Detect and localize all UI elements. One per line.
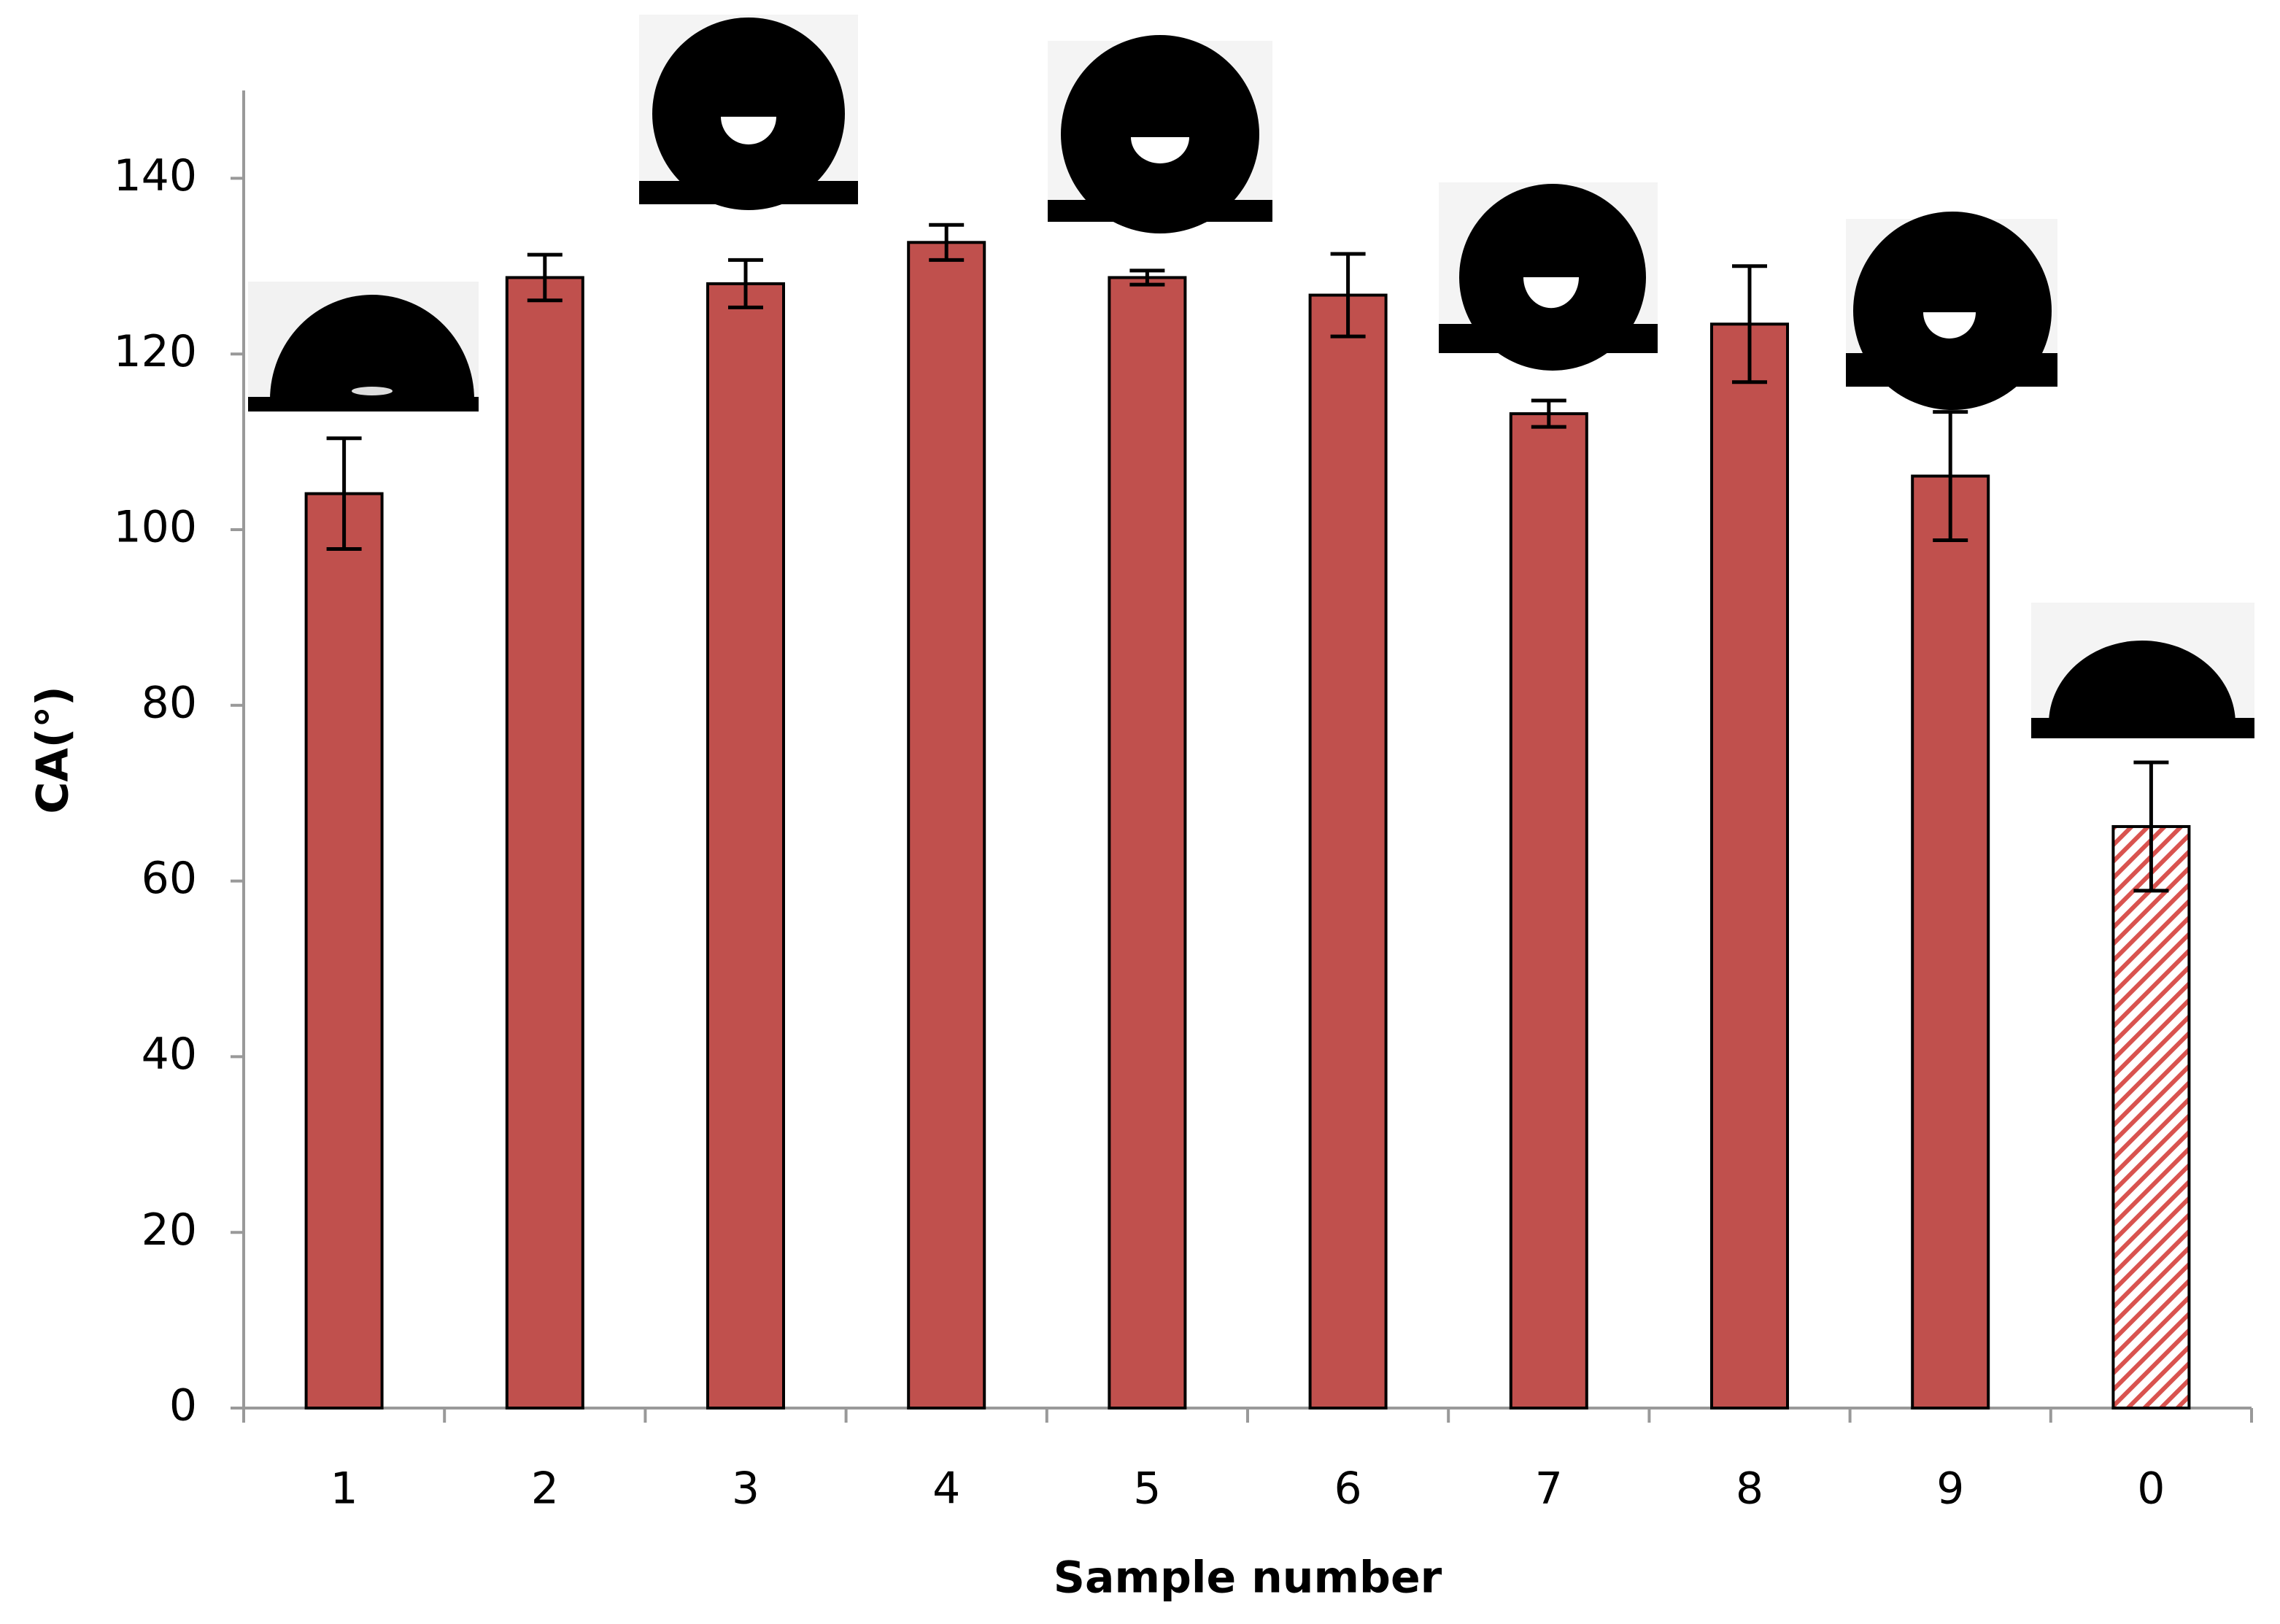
y-tick-label: 60 <box>142 853 197 904</box>
bar <box>1509 412 1588 1410</box>
droplet-image <box>1439 182 1658 371</box>
bar <box>2111 824 2191 1410</box>
y-tick-label: 20 <box>142 1205 197 1256</box>
droplet-insets <box>248 15 2254 738</box>
droplet-image <box>2031 603 2254 738</box>
droplet-image <box>1048 35 1272 233</box>
y-tick-label: 0 <box>169 1380 197 1431</box>
droplet-image <box>639 15 858 210</box>
y-tick-label: 100 <box>113 502 197 553</box>
x-axis-title: Sample number <box>1054 1553 1442 1604</box>
x-tick-label: 3 <box>732 1463 760 1515</box>
bar <box>907 241 986 1410</box>
y-tick-label: 140 <box>113 150 197 201</box>
y-tick-label: 80 <box>142 677 197 728</box>
bar <box>1108 276 1187 1410</box>
x-tick-label: 6 <box>1334 1463 1362 1515</box>
x-tick-label: 9 <box>1936 1463 1964 1515</box>
y-axis-title: CA(°) <box>28 686 79 813</box>
x-tick-label: 4 <box>932 1463 960 1515</box>
x-tick-label: 2 <box>531 1463 559 1515</box>
bar <box>1710 322 1789 1410</box>
droplet-image <box>1846 212 2057 410</box>
droplet-image <box>248 282 479 413</box>
bar <box>706 282 785 1410</box>
x-tick-label: 7 <box>1535 1463 1563 1515</box>
bar <box>505 276 584 1410</box>
x-tick-label: 0 <box>2137 1463 2165 1515</box>
bar <box>1308 293 1388 1410</box>
y-tick-label: 120 <box>113 326 197 377</box>
y-tick-label: 40 <box>142 1029 197 1080</box>
x-tick-label: 8 <box>1736 1463 1763 1515</box>
x-tick-label: 1 <box>331 1463 358 1515</box>
bar <box>304 492 384 1410</box>
x-tick-label: 5 <box>1133 1463 1161 1515</box>
bar <box>1911 474 1990 1410</box>
